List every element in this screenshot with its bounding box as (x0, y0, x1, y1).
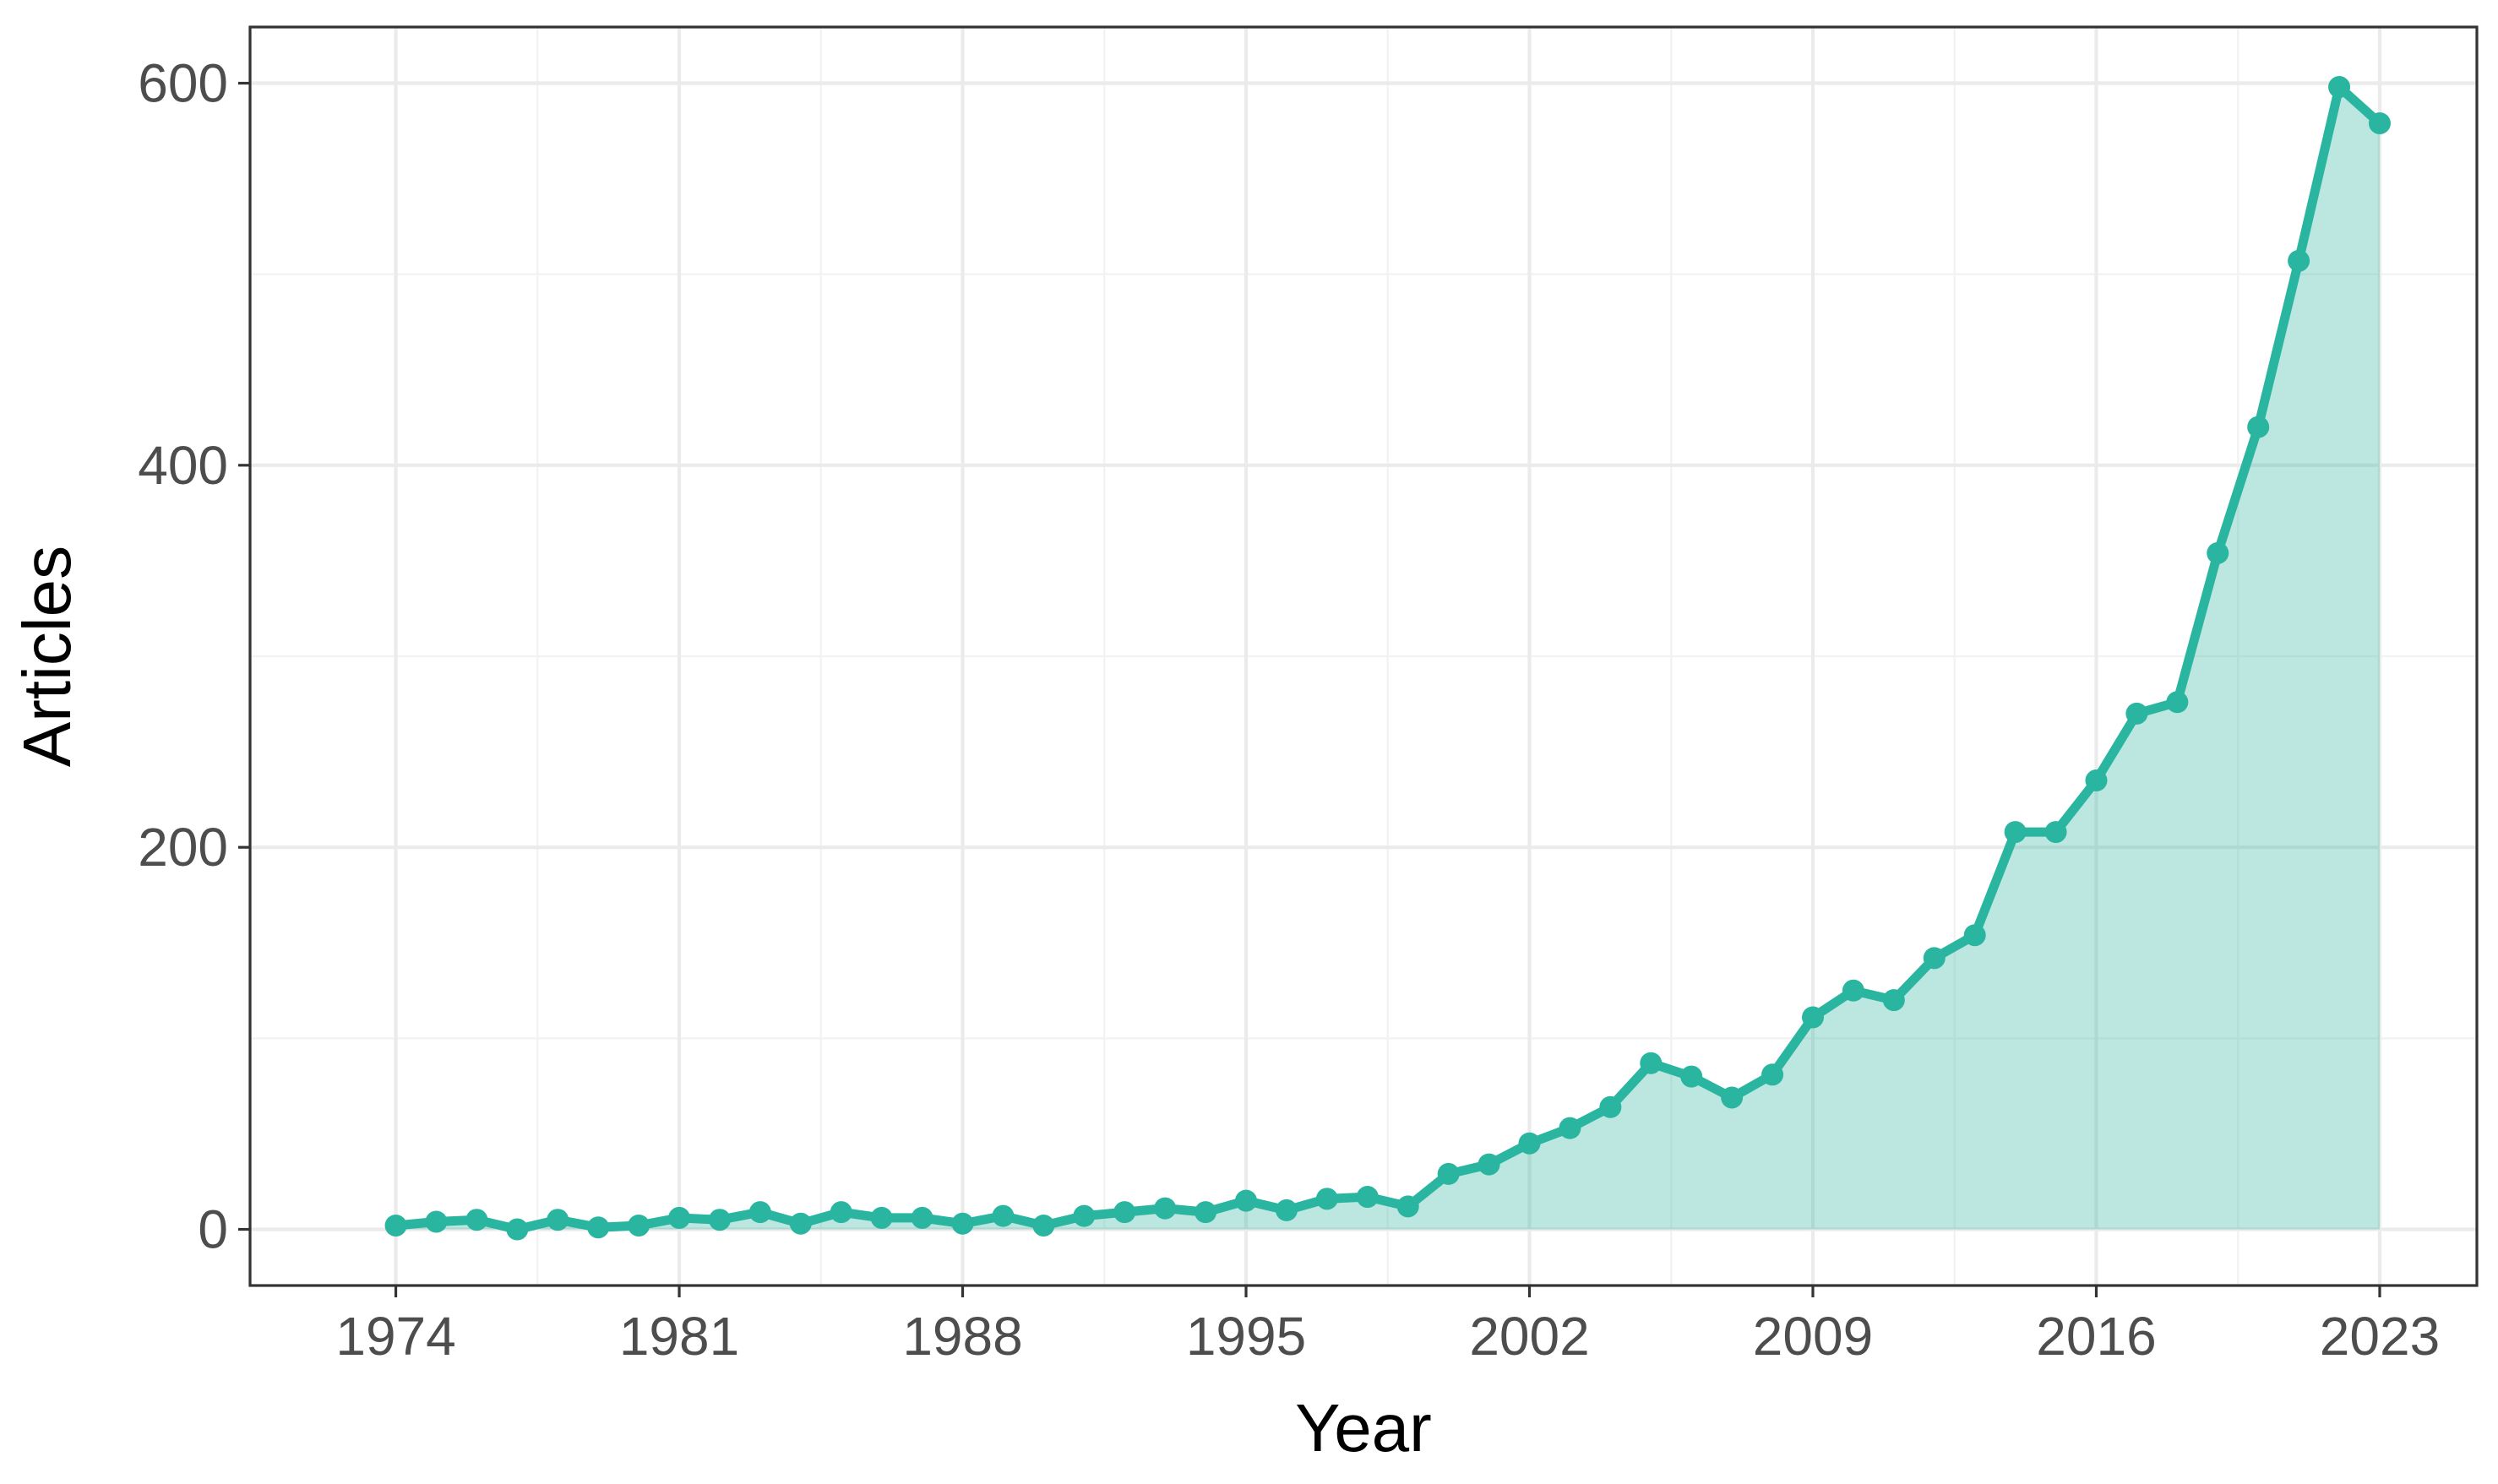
data-point (1275, 1199, 1298, 1221)
data-point (2247, 416, 2270, 438)
data-point (1073, 1204, 1096, 1227)
data-point (2166, 691, 2189, 714)
data-point (506, 1218, 529, 1241)
data-point (1640, 1052, 1663, 1074)
grid-lines (250, 27, 2477, 1286)
data-point (1437, 1162, 1460, 1185)
data-point (1154, 1197, 1177, 1220)
data-point (1882, 989, 1905, 1012)
data-point (2368, 111, 2391, 134)
x-tick-label: 2009 (1753, 1306, 1873, 1367)
data-point (587, 1216, 610, 1239)
data-point (547, 1209, 569, 1231)
data-point (1315, 1188, 1338, 1210)
x-tick-label: 1995 (1186, 1306, 1306, 1367)
data-point (1113, 1201, 1136, 1224)
x-tick-label: 2023 (2320, 1306, 2440, 1367)
data-point (1478, 1153, 1500, 1176)
data-point (708, 1209, 731, 1231)
data-point (1721, 1086, 1744, 1109)
y-axis-title: Articles (9, 546, 84, 767)
y-tick-label: 0 (198, 1199, 228, 1260)
data-point (992, 1204, 1015, 1227)
data-point (951, 1212, 974, 1235)
data-point (1396, 1195, 1419, 1218)
y-tick-label: 200 (138, 817, 228, 878)
x-tick-label: 1974 (335, 1306, 455, 1367)
data-point (628, 1214, 650, 1237)
data-point (911, 1206, 933, 1229)
x-tick-label: 1988 (902, 1306, 1022, 1367)
data-point (2328, 76, 2351, 99)
data-point (789, 1212, 812, 1235)
data-point (1761, 1063, 1784, 1086)
data-point (465, 1209, 488, 1231)
data-point (425, 1210, 448, 1233)
data-point (1518, 1132, 1541, 1155)
data-point (2207, 541, 2229, 564)
data-point (2004, 821, 2027, 844)
data-point (748, 1201, 771, 1224)
data-point (1235, 1189, 1258, 1212)
data-point (1801, 1006, 1824, 1029)
data-point (1842, 979, 1864, 1002)
series-points (384, 76, 2391, 1241)
y-axis: 0 200 400 600 (138, 52, 250, 1260)
data-point (2044, 821, 2067, 844)
data-point (668, 1206, 691, 1229)
data-point (1356, 1186, 1379, 1209)
data-point (1923, 947, 1946, 970)
data-point (870, 1206, 893, 1229)
data-point (830, 1201, 852, 1224)
y-tick-label: 600 (138, 52, 228, 113)
data-point (2288, 249, 2310, 272)
x-tick-label: 1981 (619, 1306, 739, 1367)
data-point (1559, 1117, 1581, 1139)
data-point (2125, 702, 2148, 725)
plot-area: 1974 1981 1988 1995 2002 2009 2016 2023 0 200 400 6… (138, 25, 2479, 1367)
data-point (2085, 769, 2108, 792)
x-tick-label: 2016 (2036, 1306, 2156, 1367)
series-area-fill (395, 87, 2380, 1230)
data-point (1032, 1214, 1055, 1237)
x-axis: 1974 1981 1988 1995 2002 2009 2016 2023 (335, 1286, 2440, 1367)
x-tick-label: 2002 (1469, 1306, 1589, 1367)
plot-panel-border (248, 25, 2479, 1287)
data-point (384, 1214, 407, 1237)
data-point (1963, 924, 1986, 947)
data-point (1599, 1095, 1622, 1118)
x-axis-title: Year (1295, 1390, 1432, 1465)
data-point (1195, 1201, 1217, 1224)
y-tick-label: 400 (138, 435, 228, 496)
data-point (1680, 1065, 1703, 1088)
